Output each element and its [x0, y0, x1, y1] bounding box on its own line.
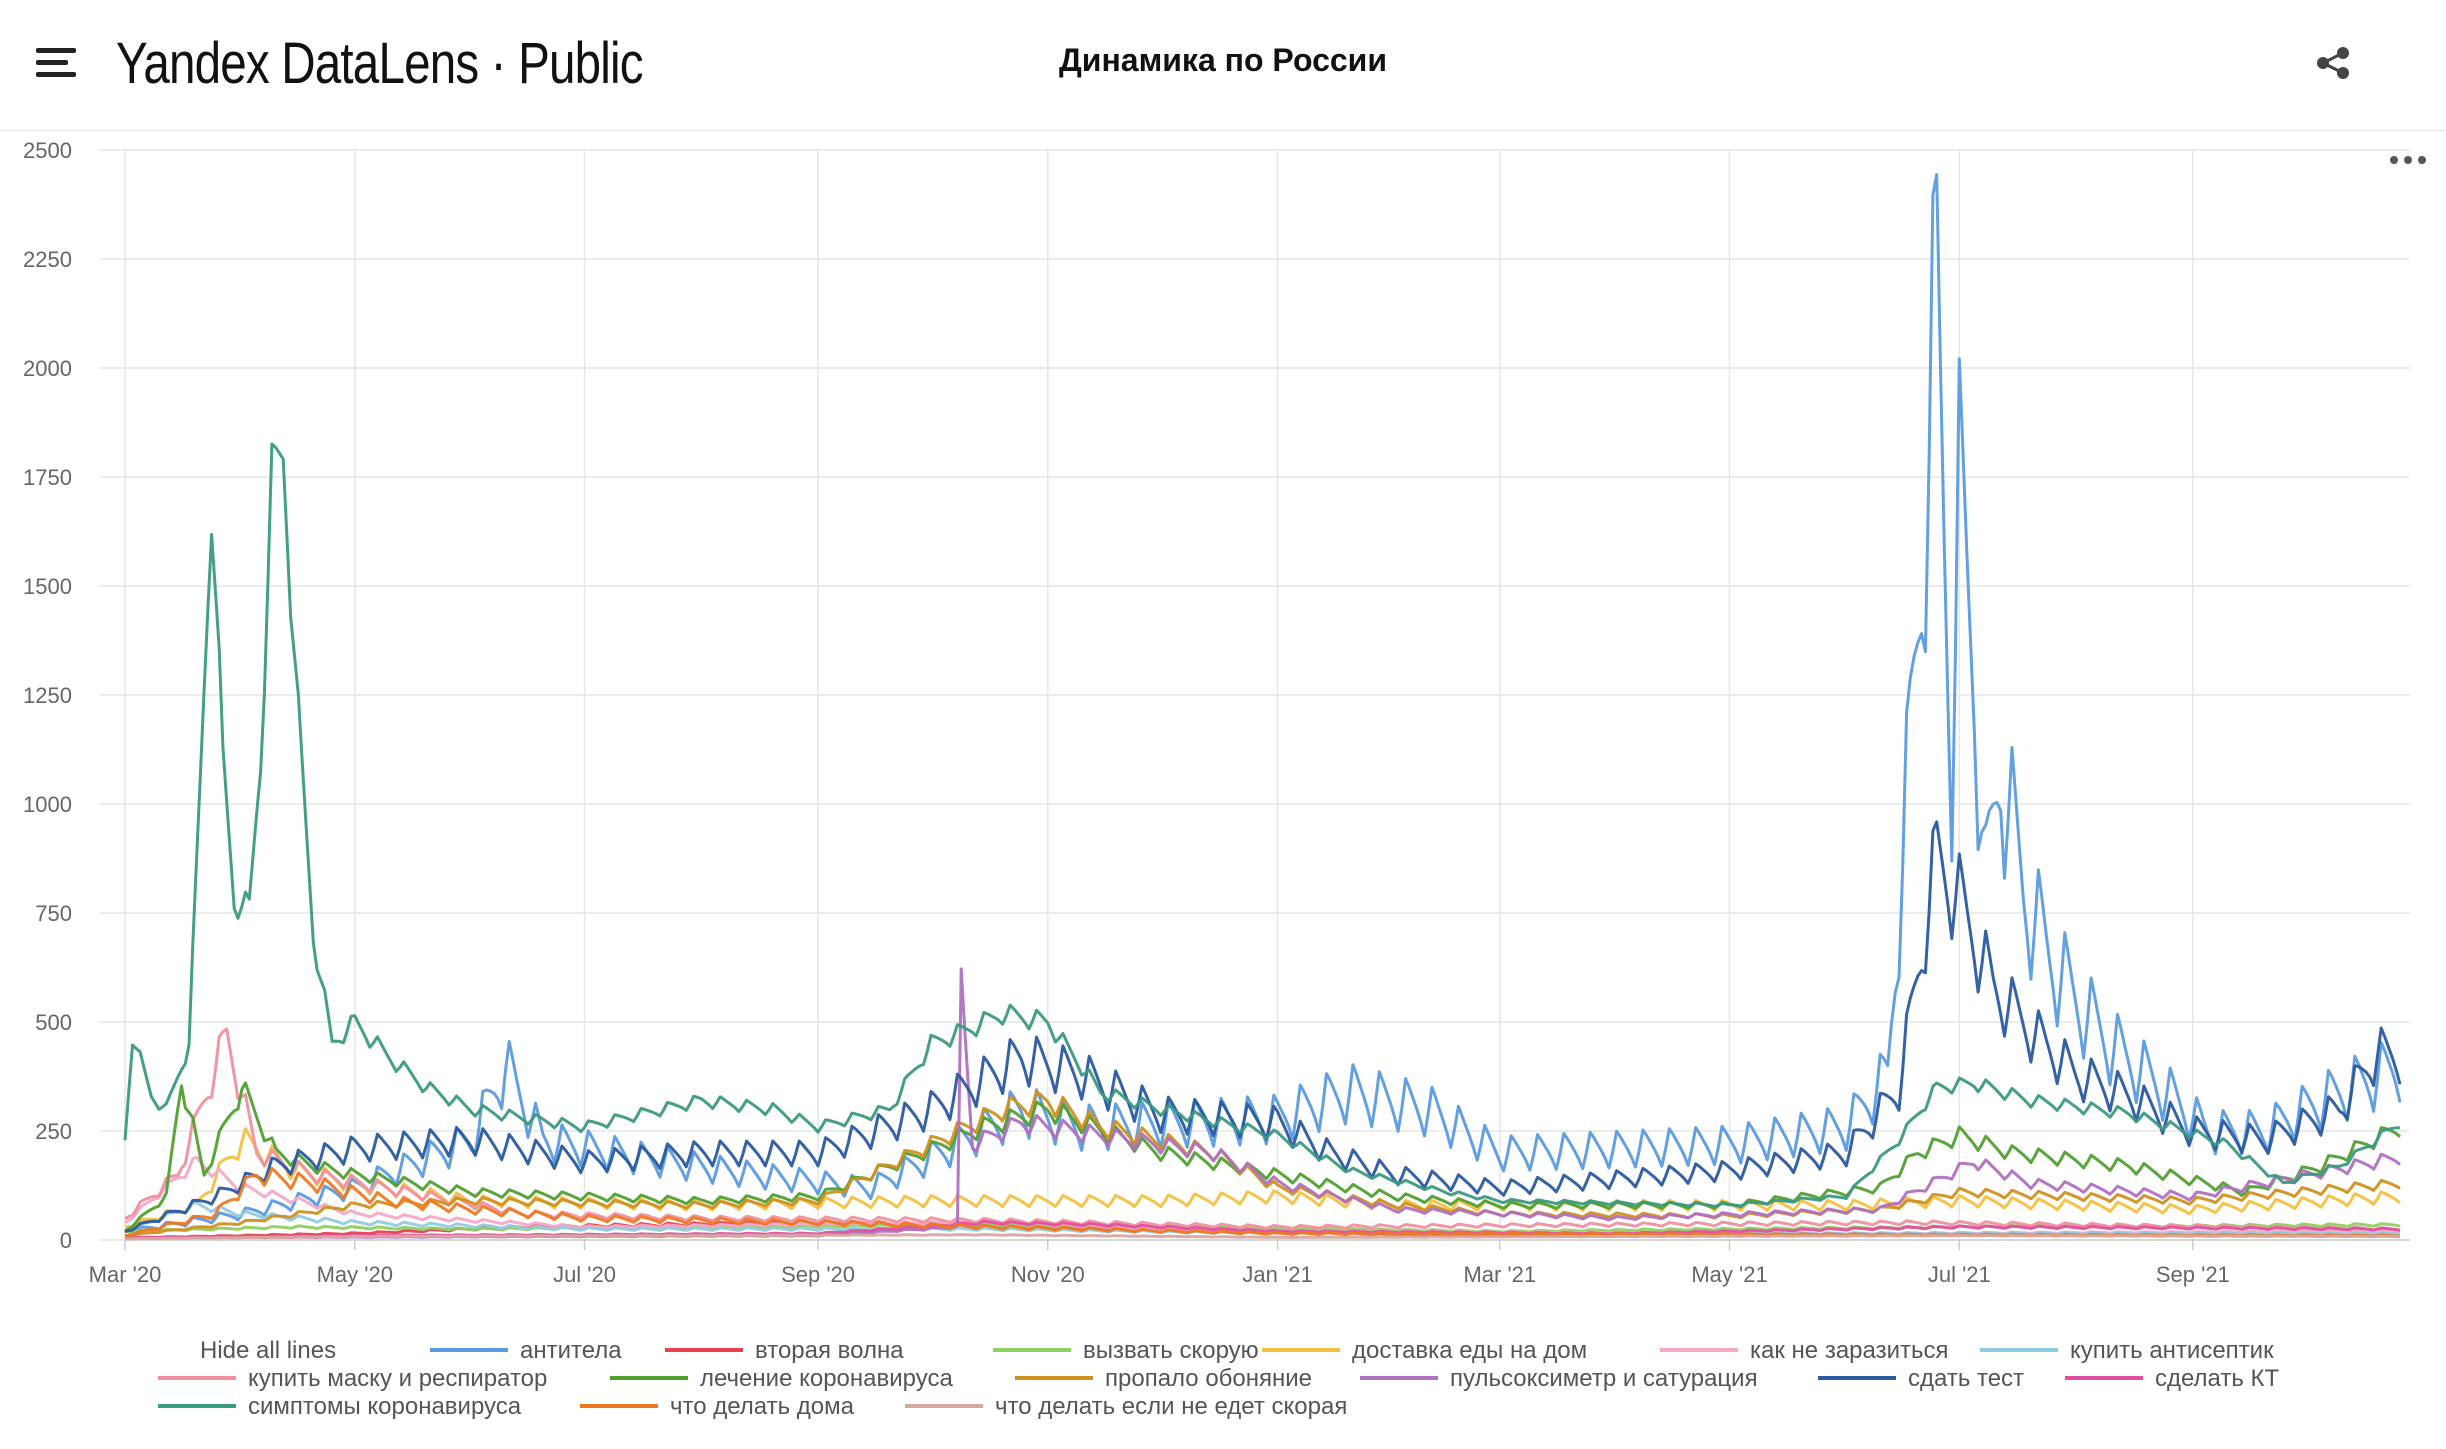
series-line-8 [124, 1090, 2401, 1238]
more-options-icon[interactable] [2388, 150, 2428, 170]
legend-item-14[interactable]: что делать если не едет скорая [995, 1393, 1347, 1420]
y-tick-label: 2500 [23, 138, 72, 163]
x-tick-label: Sep '21 [2156, 1262, 2230, 1287]
x-tick-label: Mar '21 [1463, 1262, 1536, 1287]
y-tick-label: 500 [35, 1010, 72, 1035]
y-tick-label: 1750 [23, 465, 72, 490]
header: Yandex DataLens · Public Динамика по Рос… [0, 0, 2446, 131]
series-line-12 [123, 442, 2401, 1208]
y-tick-label: 0 [60, 1228, 72, 1253]
x-tick-label: Sep '20 [781, 1262, 855, 1287]
series-line-14 [125, 1233, 2401, 1241]
brand-yandex: Yandex [116, 31, 270, 96]
y-tick-label: 1250 [23, 683, 72, 708]
series-line-10 [124, 820, 2402, 1233]
x-tick-label: Mar '20 [89, 1262, 162, 1287]
legend-item-10[interactable]: сдать тест [1908, 1365, 2024, 1392]
y-tick-label: 750 [35, 901, 72, 926]
legend-item-5[interactable]: купить антисептик [2070, 1337, 2274, 1364]
page-title: Динамика по России [1058, 42, 1387, 78]
legend-item-13[interactable]: что делать дома [670, 1393, 855, 1420]
x-tick-label: Jul '20 [553, 1262, 616, 1287]
y-tick-label: 250 [35, 1119, 72, 1144]
legend-item-0[interactable]: антитела [520, 1337, 622, 1364]
brand-logo[interactable]: Yandex DataLens · Public [116, 24, 644, 104]
legend-item-8[interactable]: пропало обоняние [1105, 1365, 1312, 1392]
legend-item-9[interactable]: пульсоксиметр и сатурация [1450, 1365, 1758, 1392]
legend-item-3[interactable]: доставка еды на дом [1352, 1337, 1587, 1364]
legend-item-4[interactable]: как не заразиться [1750, 1337, 1949, 1364]
y-tick-label: 2000 [23, 356, 72, 381]
series-line-4 [124, 1155, 2401, 1236]
y-tick-label: 1000 [23, 792, 72, 817]
legend-item-7[interactable]: лечение коронавируса [700, 1365, 953, 1392]
legend-item-6[interactable]: купить маску и респиратор [248, 1365, 547, 1392]
hamburger-menu-icon[interactable] [36, 44, 80, 80]
legend-item-2[interactable]: вызвать скорую [1083, 1337, 1259, 1364]
legend-item-11[interactable]: сделать КТ [2155, 1365, 2280, 1392]
x-tick-label: May '21 [1691, 1262, 1767, 1287]
line-chart: 0 250 500 750 1000 1250 1500 1750 2000 2250 2500 Ma… [23, 138, 2410, 1420]
hide-all-lines-toggle[interactable]: Hide all lines [200, 1337, 336, 1364]
legend-item-1[interactable]: вторая волна [755, 1337, 904, 1364]
y-tick-label: 2250 [23, 247, 72, 272]
x-tick-label: May '20 [317, 1262, 393, 1287]
brand-datalens: DataLens · Public [268, 31, 643, 96]
y-tick-label: 1500 [23, 574, 72, 599]
series-line-7 [124, 1081, 2401, 1233]
x-tick-label: Jan '21 [1242, 1262, 1312, 1287]
x-tick-label: Nov '20 [1011, 1262, 1085, 1287]
legend-item-12[interactable]: симптомы коронавируса [248, 1393, 522, 1420]
share-icon[interactable] [2314, 44, 2352, 82]
series-line-6 [124, 1027, 2401, 1232]
chart-panel: 0 250 500 750 1000 1250 1500 1750 2000 2250 2500 Ma… [0, 130, 2446, 1444]
x-tick-label: Jul '21 [1928, 1262, 1991, 1287]
